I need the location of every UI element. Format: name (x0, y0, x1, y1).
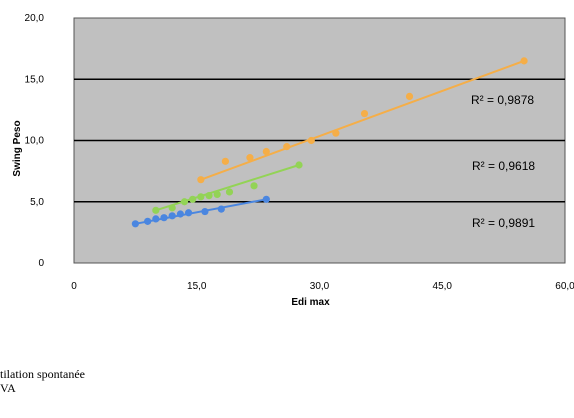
data-point (250, 182, 258, 190)
data-point (197, 176, 205, 184)
data-point (184, 209, 193, 217)
data-point (520, 57, 528, 65)
data-point (405, 92, 414, 100)
data-point (152, 215, 160, 223)
data-point (160, 214, 168, 222)
data-point (246, 154, 254, 162)
x-tick-label: 60,0 (555, 281, 574, 292)
data-point (225, 188, 234, 196)
r2-label: R² = 0,9878 (471, 93, 534, 107)
data-point (295, 161, 303, 169)
y-axis-title: Swing Peso (12, 120, 23, 176)
data-point (221, 157, 229, 165)
x-tick-label: 30,0 (310, 281, 330, 292)
data-point (131, 220, 139, 228)
legend-line-1: tilation spontanée (0, 367, 85, 381)
trendline-1 (154, 164, 301, 212)
data-point (332, 129, 340, 137)
data-point (152, 206, 160, 214)
data-point (213, 190, 221, 198)
chart-svg: 0 5,0 10,0 15,0 20,0 0 15,0 30,0 45,0 60,0 Edi max… (12, 13, 574, 308)
data-point (360, 109, 369, 118)
legend-text: tilation spontanée VA (0, 367, 85, 395)
data-point (283, 143, 291, 151)
legend-line-2: VA (0, 381, 16, 395)
data-point (201, 207, 209, 216)
chart-figure: 0 5,0 10,0 15,0 20,0 0 15,0 30,0 45,0 60,0 Edi max… (12, 13, 574, 308)
data-point (262, 147, 270, 156)
x-tick-label: 45,0 (433, 281, 453, 292)
data-point (168, 212, 176, 220)
r2-label: R² = 0,9618 (472, 159, 535, 173)
data-point (205, 192, 213, 200)
data-point (168, 204, 176, 212)
x-tick-label: 15,0 (187, 281, 207, 292)
data-point (189, 195, 197, 203)
data-point (176, 210, 184, 218)
y-tick-label: 5,0 (30, 197, 44, 208)
data-point (144, 217, 152, 225)
y-tick-label: 15,0 (25, 74, 45, 85)
data-point (307, 136, 315, 145)
trendline-0 (199, 59, 526, 181)
y-tick-label: 20,0 (25, 13, 45, 24)
data-point (262, 195, 270, 203)
y-tick-label: 10,0 (25, 136, 45, 147)
data-point (180, 198, 189, 206)
x-axis-title: Edi max (291, 297, 330, 308)
x-tick-label: 0 (71, 281, 77, 292)
data-point (217, 205, 225, 213)
y-tick-label: 0 (38, 258, 44, 269)
data-point (197, 193, 205, 201)
r2-label: R² = 0,9891 (472, 216, 535, 230)
